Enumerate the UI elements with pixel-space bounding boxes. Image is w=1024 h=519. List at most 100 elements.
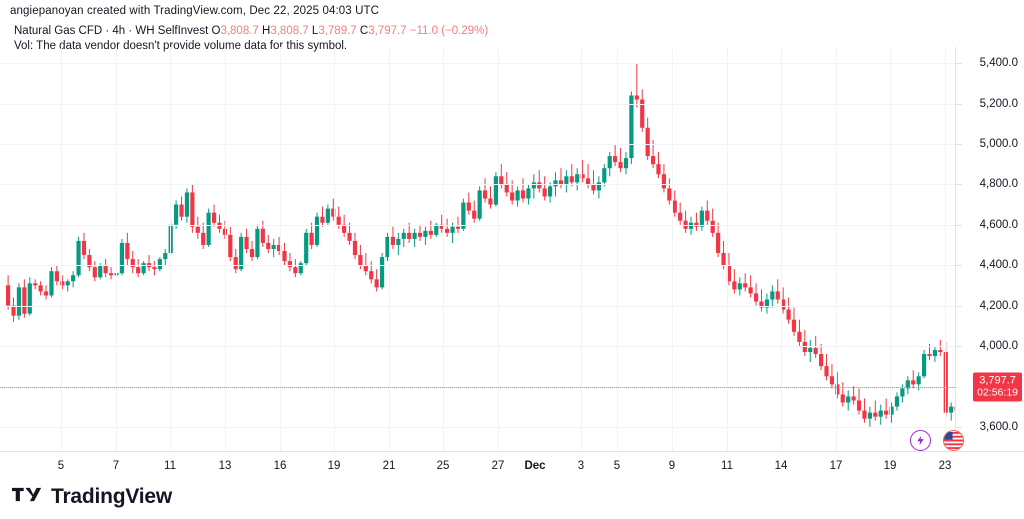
- low-value: 3,789.7: [318, 25, 357, 37]
- price-tick-mark: [956, 224, 962, 226]
- symbol-label[interactable]: Natural Gas CFD · 4h · WH SelfInvest: [14, 25, 209, 37]
- time-axis[interactable]: 5 7 11 13 16 19 21 25 27 Dec 3 5 9 11 14 17 19 23: [0, 451, 1024, 479]
- candle-body: [277, 244, 282, 252]
- candle-body: [797, 331, 802, 342]
- candle-body: [542, 188, 547, 197]
- open-key: O: [211, 25, 221, 37]
- candle-body: [553, 180, 558, 187]
- time-tick-label: 25: [436, 460, 450, 472]
- candle-body: [927, 354, 932, 357]
- candle-body: [434, 224, 439, 235]
- candle-body: [504, 184, 509, 193]
- candle-body: [472, 210, 477, 219]
- candle-body: [190, 192, 195, 227]
- price-tick-label: 4,000.0: [979, 339, 1018, 352]
- candle-body: [726, 265, 732, 282]
- candle-body: [602, 168, 607, 183]
- time-tick-label: 16: [273, 460, 287, 472]
- candle-body: [938, 350, 943, 353]
- price-tick-label: 4,200.0: [979, 299, 1018, 312]
- candle-body: [228, 234, 233, 258]
- candle-body: [60, 281, 65, 286]
- candle-body: [282, 251, 287, 262]
- candle-body: [54, 271, 59, 282]
- vertical-gridline: [727, 47, 728, 451]
- time-tick-label: 7: [112, 460, 120, 472]
- candle-body: [136, 267, 141, 274]
- time-tick-label: 14: [774, 460, 788, 472]
- price-tick-label: 5,200.0: [979, 97, 1018, 110]
- candle-body: [954, 406, 955, 411]
- candle-body: [634, 95, 639, 100]
- candle-body: [309, 232, 314, 245]
- candle-body: [347, 232, 352, 241]
- vertical-gridline: [617, 47, 618, 451]
- candle-body: [130, 259, 135, 268]
- candle-body: [249, 249, 255, 258]
- candle-body: [390, 236, 396, 245]
- candle-body: [884, 410, 889, 415]
- horizontal-gridline: [0, 224, 955, 226]
- price-axis[interactable]: 5,400.0 5,200.0 5,000.0 4,800.0 4,600.0 4,400…: [955, 47, 1024, 451]
- candle-body: [721, 253, 726, 266]
- candle-body: [748, 287, 753, 294]
- price-tick-label: 5,000.0: [979, 137, 1018, 150]
- candle-body: [520, 190, 526, 199]
- horizontal-gridline: [0, 265, 955, 267]
- candle-body: [27, 283, 32, 314]
- time-tick-label: 17: [829, 460, 843, 472]
- current-price-badge[interactable]: 3,797.7 02:56:19: [973, 372, 1022, 402]
- lightning-bolt-icon[interactable]: [910, 430, 931, 451]
- vertical-gridline: [890, 47, 891, 451]
- candle-body: [623, 158, 629, 169]
- vertical-gridline: [672, 47, 673, 451]
- candle-body: [271, 244, 276, 249]
- candle-body: [396, 238, 401, 245]
- horizontal-gridline: [0, 345, 955, 347]
- candle-body: [412, 232, 417, 239]
- candle-body: [661, 174, 667, 189]
- horizontal-gridline: [0, 143, 955, 145]
- candle-body: [439, 224, 444, 229]
- candle-body: [401, 232, 406, 239]
- candle-body: [640, 99, 645, 128]
- candle-body: [791, 319, 797, 332]
- candle-body: [613, 156, 618, 163]
- candle-body: [92, 267, 97, 278]
- vertical-gridline: [389, 47, 390, 451]
- candle-body: [851, 396, 856, 401]
- time-tick-label: 11: [721, 460, 733, 472]
- candle-body: [314, 216, 320, 245]
- candle-body: [829, 376, 835, 385]
- horizontal-gridline: [0, 305, 955, 307]
- candle-body: [732, 281, 737, 290]
- candle-body: [629, 95, 634, 159]
- candle-body: [33, 283, 38, 286]
- candle-body: [764, 299, 769, 308]
- time-tick-label: Dec: [524, 460, 546, 472]
- horizontal-gridline: [0, 63, 955, 65]
- candle-body: [840, 394, 845, 403]
- candle-body: [900, 388, 905, 397]
- us-flag-icon[interactable]: [943, 430, 964, 451]
- legend-line-ohlc: Natural Gas CFD · 4h · WH SelfInvest O 3,…: [14, 24, 488, 39]
- candle-body: [607, 156, 612, 169]
- candle-body: [81, 240, 87, 256]
- horizontal-gridline: [0, 184, 955, 186]
- candle-body: [298, 263, 303, 274]
- candle-body: [119, 242, 125, 274]
- candlestick-plot[interactable]: [0, 47, 955, 451]
- candle-body: [163, 253, 168, 260]
- candle-body: [705, 210, 710, 221]
- candle-body: [211, 212, 217, 223]
- candle-body: [201, 232, 206, 245]
- candle-body: [921, 354, 927, 377]
- time-tick-label: 19: [883, 460, 897, 472]
- attribution-text: angiepanoyan created with TradingView.co…: [10, 5, 380, 17]
- candle-body: [488, 198, 493, 205]
- candle-body: [916, 376, 921, 385]
- candle-body: [737, 283, 742, 290]
- tradingview-footer: TradingView: [12, 485, 172, 509]
- candle-body: [287, 261, 293, 268]
- time-tick-label: 9: [668, 460, 676, 472]
